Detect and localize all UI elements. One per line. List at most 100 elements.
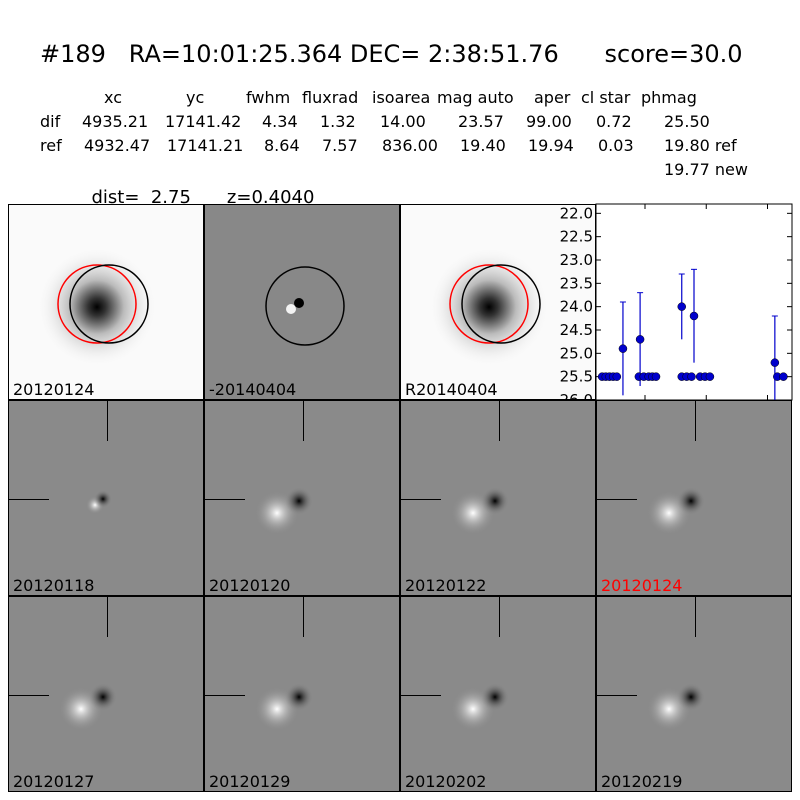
candidate-title: #189 RA=10:01:25.364 DEC= 2:38:51.76 sco… — [40, 40, 743, 68]
epoch-panel[interactable]: 20120129 — [204, 596, 400, 792]
new-phmag: 19.77 new — [664, 160, 748, 179]
dist-value: dist= 2.75 — [91, 187, 191, 208]
crosshair-vertical — [107, 597, 108, 637]
column-header: fluxrad — [302, 88, 359, 107]
epoch-cutout — [59, 683, 117, 731]
y-tick-label: 22.0 — [560, 204, 593, 222]
table-cell: 0.72 — [596, 112, 632, 131]
panel-label: 20120124 — [601, 576, 683, 595]
crosshair-horizontal — [597, 499, 637, 500]
panel-label: -20140404 — [209, 380, 297, 399]
column-header: yc — [186, 88, 205, 107]
epoch-panel[interactable]: 20120202 — [400, 596, 596, 792]
ref-cutout — [37, 247, 157, 367]
crosshair-vertical — [107, 401, 108, 441]
data-point — [770, 358, 780, 367]
redshift-value: z=0.4040 — [226, 187, 315, 208]
table-cell: 19.40 — [460, 136, 506, 155]
panel-label: 20120127 — [13, 772, 95, 791]
lightcurve-svg: 22.022.523.023.524.024.525.025.526.00501… — [560, 203, 793, 424]
lightcurve-plot: 22.022.523.023.524.024.525.025.526.00501… — [560, 203, 793, 424]
table-cell: 17141.21 — [167, 136, 244, 155]
panel-label: R20140404 — [405, 380, 498, 399]
row-label: dif — [40, 112, 61, 131]
panel-label: 20120202 — [405, 772, 487, 791]
table-cell: 0.03 — [598, 136, 634, 155]
table-cell: 836.00 — [382, 136, 438, 155]
column-header: mag auto — [437, 88, 514, 107]
epoch-panel[interactable]: 20120122 — [400, 400, 596, 596]
crosshair-vertical — [695, 597, 696, 637]
table-cell: 17141.42 — [165, 112, 242, 131]
table-cell: 23.57 — [458, 112, 504, 131]
panel-label: 20120219 — [601, 772, 683, 791]
recent-cutout — [429, 247, 549, 367]
epoch-panel[interactable]: 20120127 — [8, 596, 204, 792]
crosshair-vertical — [303, 401, 304, 441]
data-point — [779, 372, 788, 381]
data-point — [705, 372, 715, 381]
crosshair-vertical — [499, 597, 500, 637]
epoch-cutout — [451, 683, 509, 731]
y-tick-label: 25.0 — [560, 344, 593, 362]
epoch-panel[interactable]: 20120120 — [204, 400, 400, 596]
crosshair-vertical — [499, 401, 500, 441]
table-cell: 1.32 — [320, 112, 356, 131]
panel-label: 20120122 — [405, 576, 487, 595]
y-tick-label: 24.0 — [560, 298, 593, 316]
crosshair-horizontal — [9, 499, 49, 500]
column-header: phmag — [641, 88, 697, 107]
dist-readout: dist= 2.75 z=0.4040 — [80, 166, 314, 208]
epoch-cutout — [255, 683, 313, 731]
crosshair-horizontal — [401, 499, 441, 500]
table-cell: 25.50 — [664, 112, 710, 131]
data-point — [635, 335, 645, 344]
panel-label: 20120129 — [209, 772, 291, 791]
table-cell: 4932.47 — [84, 136, 151, 155]
epoch-cutout — [647, 487, 705, 535]
data-point — [612, 372, 622, 381]
row-label: ref — [40, 136, 62, 155]
epoch-panel[interactable]: 20120124 — [596, 400, 792, 596]
crosshair-horizontal — [597, 695, 637, 696]
crosshair-vertical — [695, 401, 696, 441]
panel-label: 20120120 — [209, 576, 291, 595]
epoch-cutout — [86, 490, 112, 514]
data-point — [689, 311, 699, 321]
crosshair-horizontal — [205, 499, 245, 500]
y-tick-label: 22.5 — [560, 228, 593, 246]
data-point — [687, 372, 696, 381]
column-header: cl star — [581, 88, 631, 107]
crosshair-horizontal — [205, 695, 245, 696]
table-cell: 99.00 — [526, 112, 572, 131]
table-cell: 4935.21 — [82, 112, 149, 131]
diff-cutout — [265, 266, 345, 346]
column-header: isoarea — [372, 88, 431, 107]
column-header: xc — [104, 88, 122, 107]
data-point — [677, 302, 686, 311]
y-tick-label: 25.5 — [560, 368, 593, 386]
table-cell: 19.80 ref — [664, 136, 737, 155]
column-header: aper — [534, 88, 571, 107]
panel-label: 20120124 — [13, 380, 95, 399]
table-cell: 4.34 — [262, 112, 298, 131]
table-cell: 8.64 — [264, 136, 300, 155]
image-panel-diff[interactable]: -20140404 — [204, 204, 400, 400]
table-cell: 7.57 — [322, 136, 358, 155]
image-panel-ref[interactable]: 20120124 — [8, 204, 204, 400]
epoch-cutout — [255, 487, 313, 535]
table-cell: 14.00 — [380, 112, 426, 131]
y-tick-label: 23.0 — [560, 251, 593, 269]
image-panel-recent[interactable]: R20140404 — [400, 204, 596, 400]
crosshair-horizontal — [401, 695, 441, 696]
panel-label: 20120118 — [13, 576, 95, 595]
epoch-cutout — [451, 487, 509, 535]
epoch-cutout — [647, 683, 705, 731]
epoch-panel[interactable]: 20120118 — [8, 400, 204, 596]
epoch-panel[interactable]: 20120219 — [596, 596, 792, 792]
y-tick-label: 24.5 — [560, 321, 593, 339]
data-point — [618, 344, 628, 353]
column-header: fwhm — [246, 88, 291, 107]
table-cell: 19.94 — [528, 136, 574, 155]
data-point — [651, 372, 661, 381]
